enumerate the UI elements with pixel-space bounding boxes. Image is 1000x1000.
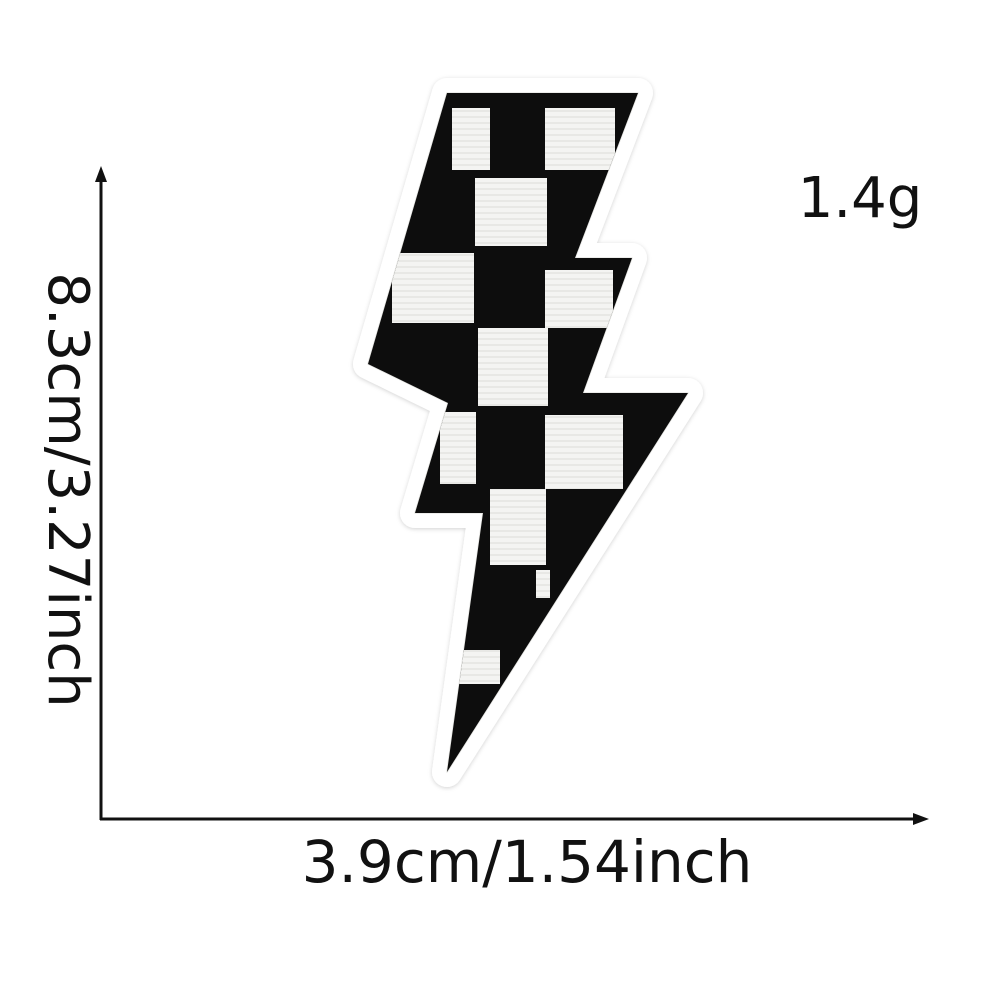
width-arrow-icon — [913, 813, 929, 825]
height-axis — [95, 166, 107, 820]
height-arrow-icon — [95, 166, 107, 182]
checker-pattern — [392, 108, 623, 684]
lightning-bolt-patch — [353, 78, 703, 787]
weight-label: 1.4g — [798, 166, 923, 231]
height-label: 8.3cm/3.27inch — [35, 272, 100, 707]
width-axis — [100, 813, 929, 825]
width-label: 3.9cm/1.54inch — [302, 828, 753, 896]
